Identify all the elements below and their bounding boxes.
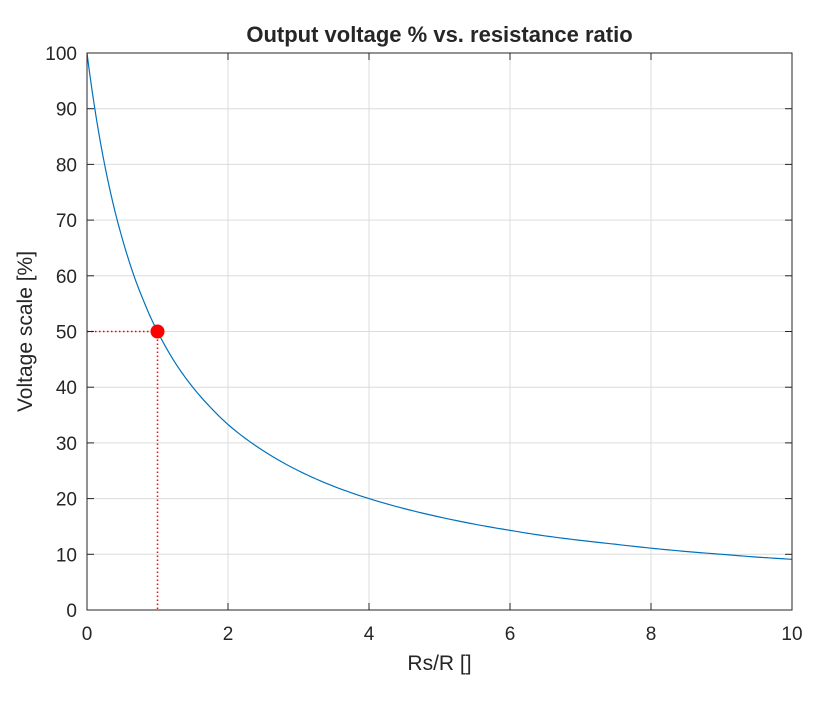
y-tick-label: 20: [56, 490, 77, 511]
series-line: [86, 52, 793, 560]
highlight-point: [150, 324, 165, 339]
y-axis-label: Voltage scale [%]: [14, 251, 37, 412]
y-tick-label: 40: [56, 378, 77, 399]
x-tick-label: 8: [646, 624, 657, 645]
y-tick-label: 50: [56, 323, 77, 344]
x-axis-label: Rs/R []: [407, 652, 471, 675]
grid: [87, 53, 792, 610]
series-layer: [86, 52, 793, 560]
reference-lines: [87, 324, 165, 610]
x-tick-label: 2: [223, 624, 234, 645]
chart-title: Output voltage % vs. resistance ratio: [246, 22, 632, 47]
y-tick-label: 10: [56, 545, 77, 566]
y-tick-label: 60: [56, 267, 77, 288]
x-tick-label: 10: [781, 624, 802, 645]
y-tick-label: 100: [45, 44, 77, 65]
y-tick-label: 90: [56, 100, 77, 121]
y-tick-label: 0: [66, 601, 77, 622]
y-tick-label: 30: [56, 434, 77, 455]
y-tick-label: 80: [56, 155, 77, 176]
y-tick-label: 70: [56, 211, 77, 232]
x-tick-label: 6: [505, 624, 516, 645]
x-tick-label: 4: [364, 624, 375, 645]
x-tick-label: 0: [82, 624, 93, 645]
